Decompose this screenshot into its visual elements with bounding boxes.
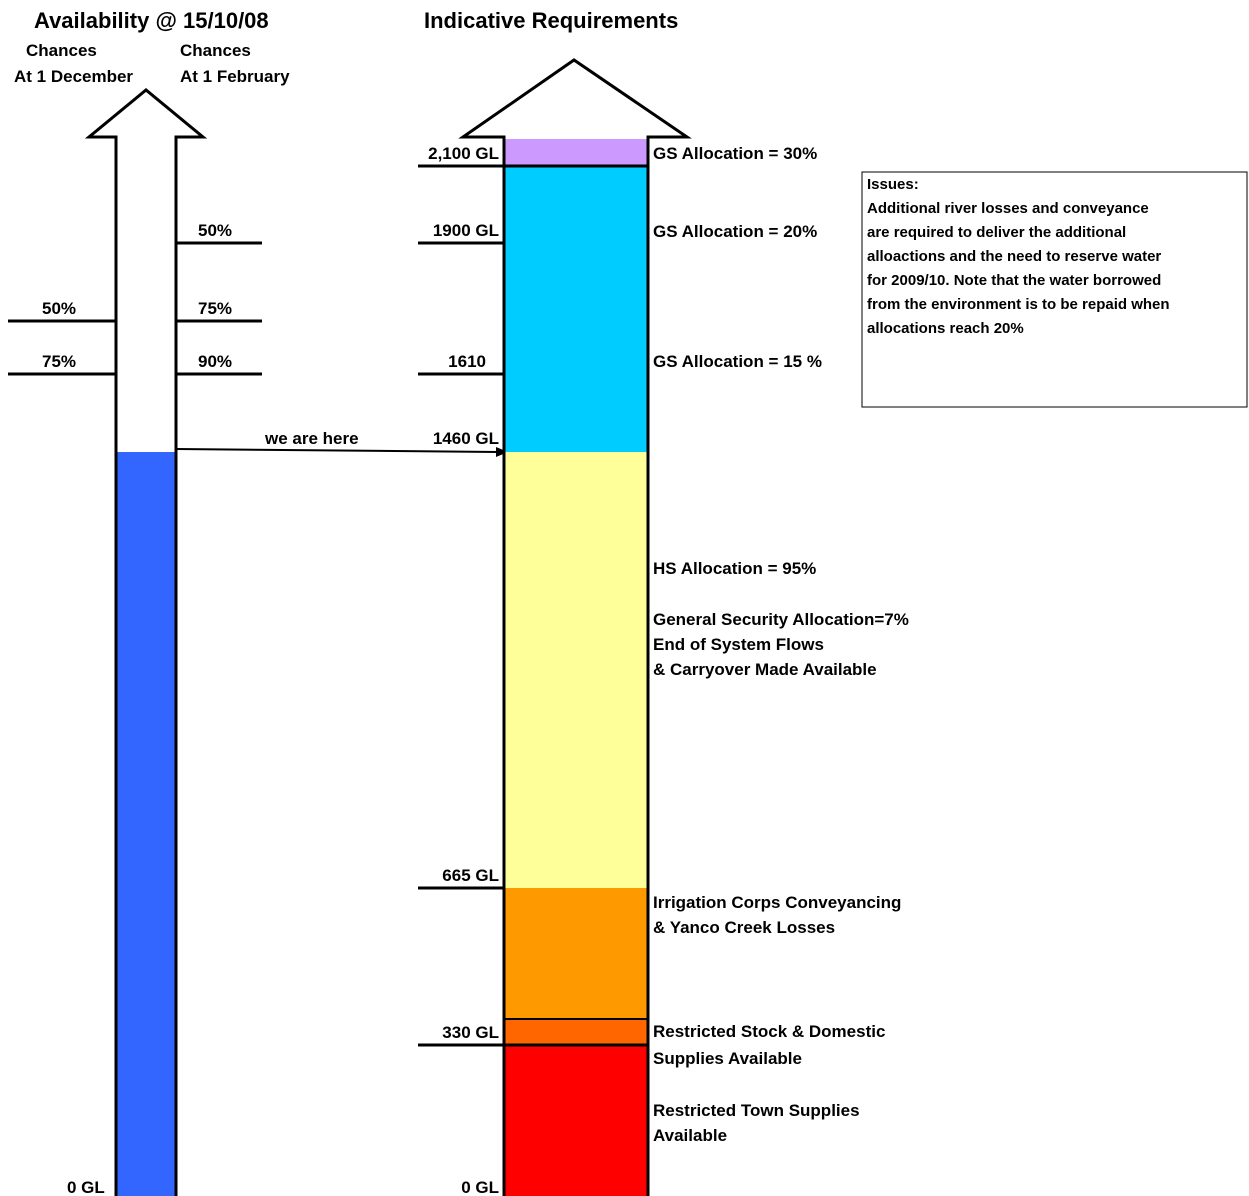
requirements-scale-labels: 2,100 GL 1900 GL 1610 1460 GL 665 GL 330…: [428, 144, 499, 1196]
desc-general-line1: General Security Allocation=7%: [653, 610, 909, 629]
desc-general-line2: End of System Flows: [653, 635, 824, 654]
scale-label-1460: 1460 GL: [433, 429, 499, 448]
issues-heading: Issues:: [867, 176, 919, 193]
scale-label-1610: 1610: [448, 352, 486, 371]
availability-title: Availability @ 15/10/08: [34, 8, 269, 33]
segment-conveyancing: [504, 888, 648, 1019]
feb-50-label: 50%: [198, 221, 232, 240]
segment-hs-allocation: [504, 452, 648, 888]
current-level-connector: we are here: [175, 429, 508, 457]
issues-line: for 2009/10. Note that the water borrowe…: [867, 272, 1161, 289]
desc-hs-95: HS Allocation = 95%: [653, 559, 816, 578]
desc-gs-15: GS Allocation = 15 %: [653, 352, 822, 371]
issues-line: are required to deliver the additional: [867, 224, 1126, 241]
scale-label-0: 0 GL: [461, 1178, 499, 1196]
requirements-title: Indicative Requirements: [424, 8, 678, 33]
desc-gs-20: GS Allocation = 20%: [653, 222, 817, 241]
february-header-line1: Chances: [180, 41, 251, 60]
issues-box: Issues: Additional river losses and conv…: [861, 171, 1248, 408]
availability-level-marks: 50% 50% 75% 75% 90%: [8, 221, 262, 376]
feb-75-label: 75%: [198, 299, 232, 318]
desc-gs-30: GS Allocation = 30%: [653, 144, 817, 163]
connector-arrowhead: [496, 447, 508, 457]
desc-stock-line1: Restricted Stock & Domestic: [653, 1022, 885, 1041]
requirements-column: [458, 58, 692, 1196]
december-header-line2: At 1 December: [14, 67, 133, 86]
december-header-line1: Chances: [26, 41, 97, 60]
scale-label-1900: 1900 GL: [433, 221, 499, 240]
requirements-descriptions: GS Allocation = 30% GS Allocation = 20% …: [653, 144, 909, 1145]
dec-75-label: 75%: [42, 352, 76, 371]
we-are-here-label: we are here: [264, 429, 359, 448]
availability-fill: [116, 452, 176, 1196]
availability-bottom-label: 0 GL: [67, 1178, 105, 1196]
desc-irrigation-line1: Irrigation Corps Conveyancing: [653, 893, 901, 912]
scale-label-330: 330 GL: [442, 1023, 499, 1042]
segment-gs-30: [504, 139, 648, 166]
dec-50-label: 50%: [42, 299, 76, 318]
desc-general-line3: & Carryover Made Available: [653, 660, 877, 679]
segment-town-supplies: [504, 1045, 648, 1196]
segment-gs-allocation: [504, 166, 648, 452]
availability-arrow-outline: [84, 88, 208, 1196]
feb-90-label: 90%: [198, 352, 232, 371]
february-header-line2: At 1 February: [180, 67, 290, 86]
requirements-arrow-outline: [458, 58, 692, 1196]
scale-label-2100: 2,100 GL: [428, 144, 499, 163]
segment-stock-domestic: [504, 1019, 648, 1045]
desc-stock-line2: Supplies Available: [653, 1049, 802, 1068]
issues-box-frame: [861, 171, 1248, 408]
connector-line: [175, 448, 499, 453]
issues-line: from the environment is to be repaid whe…: [867, 296, 1170, 313]
desc-town-line1: Restricted Town Supplies: [653, 1101, 860, 1120]
requirements-scale-ticks: [418, 164, 504, 1047]
desc-irrigation-line2: & Yanco Creek Losses: [653, 918, 835, 937]
issues-line: alloactions and the need to reserve wate…: [867, 248, 1161, 265]
issues-line: allocations reach 20%: [867, 320, 1024, 337]
desc-town-line2: Available: [653, 1126, 727, 1145]
issues-line: Additional river losses and conveyance: [867, 200, 1149, 217]
availability-column: [84, 88, 208, 1196]
scale-label-665: 665 GL: [442, 866, 499, 885]
